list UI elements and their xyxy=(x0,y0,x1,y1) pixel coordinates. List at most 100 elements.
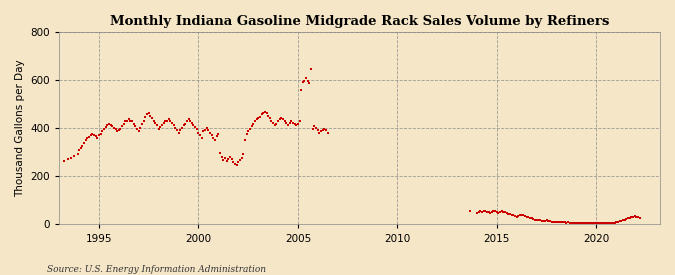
Point xyxy=(167,121,178,125)
Point xyxy=(526,216,537,221)
Point xyxy=(493,211,504,215)
Point xyxy=(301,76,312,80)
Point xyxy=(248,122,259,126)
Point xyxy=(626,215,637,219)
Point xyxy=(277,117,288,121)
Point xyxy=(77,143,88,148)
Point xyxy=(97,129,108,133)
Point xyxy=(594,221,605,225)
Point xyxy=(207,133,217,137)
Point xyxy=(488,208,499,213)
Point xyxy=(506,213,517,217)
Point xyxy=(211,134,222,138)
Point xyxy=(611,220,622,224)
Point xyxy=(520,214,531,218)
Point xyxy=(478,208,489,213)
Point xyxy=(72,152,83,156)
Point xyxy=(313,128,323,132)
Point xyxy=(555,220,566,224)
Point xyxy=(491,210,502,215)
Point xyxy=(472,211,483,215)
Point xyxy=(294,119,305,124)
Point xyxy=(219,155,230,160)
Point xyxy=(203,128,214,132)
Point xyxy=(576,221,587,225)
Point xyxy=(168,123,179,128)
Point xyxy=(284,121,295,125)
Point xyxy=(163,117,174,121)
Point xyxy=(581,221,592,225)
Point xyxy=(319,126,330,131)
Point xyxy=(198,129,209,133)
Point xyxy=(110,127,121,132)
Point xyxy=(548,220,559,224)
Point xyxy=(596,221,607,225)
Point xyxy=(601,221,612,225)
Point xyxy=(292,122,303,126)
Point xyxy=(630,214,641,219)
Point xyxy=(632,215,643,219)
Point xyxy=(259,110,270,114)
Point xyxy=(274,117,285,121)
Point xyxy=(230,162,240,166)
Point xyxy=(112,129,123,133)
Point xyxy=(74,148,84,152)
Point xyxy=(619,218,630,222)
Point xyxy=(122,118,133,123)
Point xyxy=(240,138,250,142)
Point xyxy=(90,134,101,138)
Point xyxy=(105,123,116,128)
Point xyxy=(585,221,595,225)
Point xyxy=(603,221,614,225)
Point xyxy=(95,131,106,136)
Point xyxy=(465,208,476,213)
Point xyxy=(209,138,220,142)
Point xyxy=(279,119,290,124)
Point xyxy=(624,216,635,220)
Point xyxy=(84,135,95,139)
Point xyxy=(226,157,237,161)
Point xyxy=(543,218,554,223)
Point xyxy=(622,216,633,221)
Point xyxy=(146,116,157,120)
Point xyxy=(314,130,325,135)
Point xyxy=(512,214,522,219)
Point xyxy=(541,218,552,222)
Point xyxy=(276,116,287,120)
Point xyxy=(132,126,142,131)
Point xyxy=(298,80,308,84)
Point xyxy=(516,213,527,217)
Point xyxy=(480,209,491,213)
Point xyxy=(281,121,292,125)
Point xyxy=(307,126,318,131)
Point xyxy=(102,123,113,128)
Point xyxy=(556,220,567,224)
Point xyxy=(69,154,80,158)
Point xyxy=(265,116,275,120)
Point xyxy=(82,136,93,141)
Point xyxy=(271,122,282,126)
Point xyxy=(140,114,151,119)
Point xyxy=(618,218,628,222)
Point xyxy=(518,213,529,218)
Point xyxy=(485,211,495,215)
Point xyxy=(171,128,182,132)
Point xyxy=(503,211,514,216)
Point xyxy=(205,130,215,135)
Point xyxy=(249,119,260,124)
Point xyxy=(578,221,589,225)
Point xyxy=(551,220,562,224)
Point xyxy=(604,221,615,225)
Point xyxy=(306,67,317,72)
Point xyxy=(268,121,279,125)
Point xyxy=(59,159,70,164)
Point xyxy=(309,124,320,128)
Point xyxy=(218,158,229,162)
Point xyxy=(183,117,194,121)
Point xyxy=(134,128,144,133)
Point xyxy=(135,125,146,130)
Point xyxy=(200,128,211,132)
Point xyxy=(158,121,169,125)
Point xyxy=(523,215,534,219)
Point xyxy=(201,125,212,130)
